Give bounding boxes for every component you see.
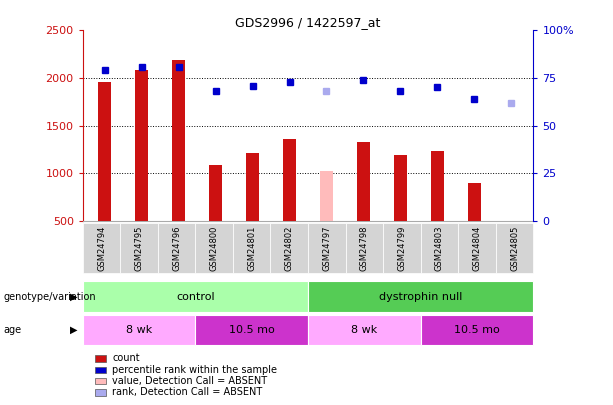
Text: dystrophin null: dystrophin null <box>379 292 462 302</box>
Text: 8 wk: 8 wk <box>126 325 152 335</box>
Text: genotype/variation: genotype/variation <box>3 292 96 302</box>
Bar <box>246 153 259 221</box>
Text: GSM24797: GSM24797 <box>322 225 331 271</box>
Text: control: control <box>176 292 215 302</box>
Bar <box>99 82 112 221</box>
Bar <box>357 142 370 221</box>
Text: percentile rank within the sample: percentile rank within the sample <box>112 365 277 375</box>
Text: 8 wk: 8 wk <box>351 325 378 335</box>
Bar <box>283 139 296 221</box>
Text: GSM24802: GSM24802 <box>285 225 294 271</box>
Bar <box>320 171 333 221</box>
Text: GSM24800: GSM24800 <box>210 225 219 271</box>
Text: ▶: ▶ <box>70 292 78 302</box>
Text: GSM24804: GSM24804 <box>473 225 481 271</box>
Bar <box>135 70 148 221</box>
Text: 10.5 mo: 10.5 mo <box>229 325 275 335</box>
Text: GSM24803: GSM24803 <box>435 225 444 271</box>
Text: value, Detection Call = ABSENT: value, Detection Call = ABSENT <box>112 376 267 386</box>
Text: GSM24794: GSM24794 <box>97 225 106 271</box>
Bar <box>172 60 185 221</box>
Text: GSM24799: GSM24799 <box>397 225 406 271</box>
Text: rank, Detection Call = ABSENT: rank, Detection Call = ABSENT <box>112 388 262 397</box>
Text: GSM24796: GSM24796 <box>172 225 181 271</box>
Text: count: count <box>112 354 140 363</box>
Text: 10.5 mo: 10.5 mo <box>454 325 500 335</box>
Title: GDS2996 / 1422597_at: GDS2996 / 1422597_at <box>235 16 381 29</box>
Bar <box>468 183 481 221</box>
Bar <box>394 155 407 221</box>
Text: GSM24805: GSM24805 <box>510 225 519 271</box>
Text: GSM24798: GSM24798 <box>360 225 369 271</box>
Text: age: age <box>3 325 21 335</box>
Text: ▶: ▶ <box>70 325 78 335</box>
Bar <box>209 164 222 221</box>
Text: GSM24795: GSM24795 <box>135 225 143 271</box>
Bar <box>431 151 444 221</box>
Text: GSM24801: GSM24801 <box>247 225 256 271</box>
